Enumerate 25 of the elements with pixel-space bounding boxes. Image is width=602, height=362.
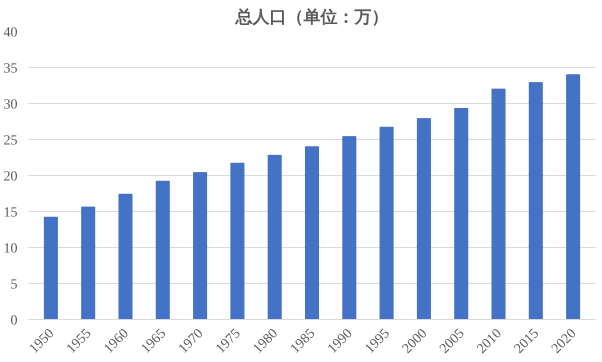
bar [566,74,580,320]
bar [230,162,244,320]
y-tick-label: 40 [4,26,18,40]
bar [416,118,431,320]
y-tick-label: 25 [4,134,18,148]
bar [156,180,170,320]
bar [342,136,356,320]
bar [304,146,320,320]
y-tick-label: 5 [10,278,18,292]
y-tick-label: 30 [4,98,18,112]
y-tick-label: 0 [10,314,18,328]
bar [268,154,282,320]
bar [118,194,133,320]
bar [44,216,58,320]
bar [528,82,543,320]
y-tick-label: 35 [4,62,18,76]
y-tick-label: 20 [4,170,18,184]
bar [81,206,96,320]
bar [454,108,468,320]
y-tick-label: 10 [4,242,18,256]
bar [193,172,208,320]
bar [491,88,506,320]
chart-title: 总人口（单位：万） [234,8,388,26]
bar [380,126,394,320]
y-tick-label: 15 [4,206,18,220]
